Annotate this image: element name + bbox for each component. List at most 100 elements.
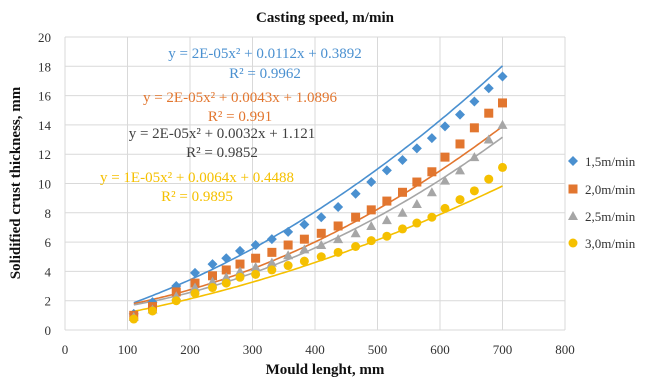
data-point-square bbox=[469, 123, 479, 133]
data-point-triangle bbox=[469, 152, 480, 162]
data-point-triangle bbox=[366, 220, 377, 230]
legend-label: 1,5m/min bbox=[585, 154, 636, 169]
data-point-circle bbox=[333, 247, 343, 257]
data-point-circle bbox=[267, 265, 277, 275]
data-point-circle bbox=[498, 162, 507, 172]
data-point-square bbox=[267, 247, 277, 257]
data-point-square bbox=[283, 240, 293, 250]
data-point-circle bbox=[455, 195, 465, 205]
data-point-square bbox=[366, 205, 376, 215]
data-point-square bbox=[333, 221, 343, 231]
data-point-square bbox=[299, 234, 309, 244]
data-point-circle bbox=[208, 283, 217, 293]
data-point-triangle bbox=[333, 234, 344, 244]
data-point-circle bbox=[251, 269, 261, 279]
data-point-diamond bbox=[250, 240, 261, 251]
data-point-triangle bbox=[455, 165, 465, 175]
x-axis-title: Mould lenght, mm bbox=[266, 362, 385, 378]
data-point-circle bbox=[440, 203, 450, 213]
data-point-diamond bbox=[333, 201, 344, 212]
data-point-square bbox=[498, 98, 507, 108]
trendline-r-squared: R² = 0.9852 bbox=[186, 145, 258, 161]
data-point-circle bbox=[484, 174, 494, 184]
data-point-square bbox=[235, 259, 245, 269]
data-point-triangle bbox=[299, 244, 310, 254]
data-point-triangle bbox=[266, 257, 277, 267]
data-point-triangle bbox=[250, 262, 261, 272]
data-point-circle bbox=[299, 256, 309, 266]
data-point-triangle bbox=[283, 250, 294, 260]
data-point-diamond bbox=[366, 177, 377, 188]
data-point-diamond bbox=[316, 212, 327, 223]
legend-marker-triangle bbox=[568, 211, 578, 220]
data-point-diamond bbox=[350, 188, 361, 199]
data-point-triangle bbox=[483, 134, 494, 144]
y-tick-label: 10 bbox=[38, 177, 51, 192]
data-point-square bbox=[427, 167, 437, 177]
data-point-triangle bbox=[207, 276, 218, 286]
trendline-r-squared: R² = 0.9895 bbox=[161, 189, 233, 205]
data-point-circle bbox=[412, 218, 422, 228]
legend-label: 3,0m/min bbox=[585, 236, 636, 251]
data-point-diamond bbox=[283, 226, 294, 237]
x-tick-label: 400 bbox=[305, 342, 325, 357]
y-tick-label: 18 bbox=[38, 59, 51, 74]
data-point-triangle bbox=[440, 175, 450, 185]
y-tick-label: 6 bbox=[45, 235, 52, 250]
legend-label: 2,5m/min bbox=[585, 209, 636, 224]
y-tick-label: 14 bbox=[38, 118, 52, 133]
data-point-circle bbox=[398, 224, 407, 234]
data-point-square bbox=[221, 265, 231, 275]
legend-marker-diamond bbox=[568, 156, 578, 166]
data-point-diamond bbox=[381, 165, 392, 176]
data-point-diamond bbox=[483, 83, 494, 94]
data-point-circle bbox=[171, 296, 181, 306]
data-point-triangle bbox=[497, 119, 508, 129]
y-tick-label: 0 bbox=[45, 323, 52, 338]
y-tick-label: 12 bbox=[38, 147, 51, 162]
data-point-triangle bbox=[316, 240, 327, 250]
data-point-triangle bbox=[235, 266, 245, 276]
data-point-square bbox=[208, 271, 217, 281]
data-point-square bbox=[351, 212, 361, 222]
data-point-diamond bbox=[397, 155, 408, 166]
data-point-diamond bbox=[497, 71, 508, 82]
data-point-circle bbox=[469, 186, 479, 196]
data-point-circle bbox=[148, 306, 157, 316]
data-point-circle bbox=[190, 288, 200, 298]
trendline-r-squared: R² = 0.991 bbox=[208, 109, 272, 125]
trendline-equation: y = 1E-05x² + 0.0064x + 0.4488 bbox=[100, 170, 294, 186]
data-point-triangle bbox=[221, 272, 232, 282]
y-tick-label: 8 bbox=[45, 206, 52, 221]
data-point-diamond bbox=[235, 245, 245, 256]
data-point-triangle bbox=[190, 282, 200, 292]
x-tick-label: 500 bbox=[368, 342, 388, 357]
data-point-diamond bbox=[190, 267, 200, 278]
y-tick-label: 16 bbox=[38, 89, 52, 104]
data-point-triangle bbox=[397, 207, 408, 217]
legend-marker-square bbox=[568, 184, 578, 194]
data-point-triangle bbox=[426, 187, 437, 197]
data-point-diamond bbox=[426, 133, 437, 144]
data-point-circle bbox=[351, 241, 361, 251]
data-point-square bbox=[316, 228, 326, 238]
data-point-square bbox=[412, 177, 422, 187]
data-point-triangle bbox=[411, 199, 422, 209]
data-point-circle bbox=[427, 212, 437, 222]
data-points bbox=[128, 71, 508, 324]
data-point-diamond bbox=[266, 234, 277, 245]
legend-marker-circle bbox=[568, 238, 578, 248]
data-point-circle bbox=[283, 261, 293, 271]
data-point-square bbox=[440, 152, 450, 162]
data-point-diamond bbox=[221, 253, 232, 264]
y-tick-label: 20 bbox=[38, 30, 51, 45]
x-tick-label: 100 bbox=[118, 342, 138, 357]
trendline-r-squared: R² = 0.9962 bbox=[229, 66, 301, 82]
data-point-square bbox=[382, 196, 392, 206]
y-axis-ticks: 0 2 4 6 8 10 12 14 16 18 20 bbox=[38, 30, 52, 338]
data-point-triangle bbox=[350, 228, 361, 238]
data-point-square bbox=[484, 108, 494, 118]
data-point-diamond bbox=[299, 219, 310, 230]
